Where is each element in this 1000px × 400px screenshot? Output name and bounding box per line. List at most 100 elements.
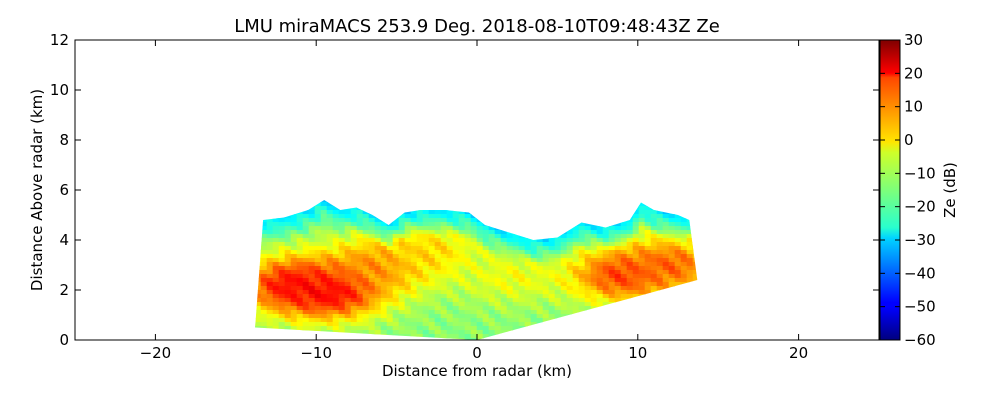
echo-cell xyxy=(458,246,466,251)
echo-cell xyxy=(452,314,460,319)
echo-cell xyxy=(428,310,436,315)
echo-cell xyxy=(602,226,610,231)
echo-cell xyxy=(362,246,370,251)
echo-cell xyxy=(476,298,484,303)
echo-cell xyxy=(542,306,550,311)
echo-cell xyxy=(584,238,592,243)
echo-cell xyxy=(620,282,628,287)
echo-cell xyxy=(518,242,526,247)
echo-cell xyxy=(656,250,664,255)
echo-cell xyxy=(470,306,478,311)
echo-cell xyxy=(302,242,310,247)
echo-cell xyxy=(290,290,298,295)
echo-cell xyxy=(416,222,424,227)
echo-cell xyxy=(296,310,304,315)
echo-cell xyxy=(410,314,418,319)
echo-cell xyxy=(506,294,514,299)
echo-cell xyxy=(488,294,496,299)
echo-cell xyxy=(422,298,430,303)
echo-cell xyxy=(464,298,472,303)
echo-cell xyxy=(464,238,472,243)
echo-cell xyxy=(512,250,520,255)
echo-cell xyxy=(458,242,466,247)
echo-cell xyxy=(530,306,538,311)
echo-cell xyxy=(500,294,508,299)
echo-cell xyxy=(290,238,298,243)
echo-cell xyxy=(266,302,274,307)
echo-cell xyxy=(332,286,340,291)
echo-cell xyxy=(578,282,586,287)
echo-cell xyxy=(614,230,622,235)
echo-cell xyxy=(302,302,310,307)
echo-cell xyxy=(344,302,352,307)
echo-cell xyxy=(380,266,388,271)
echo-cell xyxy=(464,214,472,219)
echo-cell xyxy=(398,222,406,227)
echo-cell xyxy=(512,322,520,327)
echo-cell xyxy=(536,282,544,287)
echo-cell xyxy=(392,262,400,267)
echo-cell xyxy=(302,286,310,291)
echo-cell xyxy=(398,282,406,287)
echo-cell xyxy=(272,302,280,307)
echo-cell xyxy=(434,318,442,323)
echo-cell xyxy=(626,286,634,291)
echo-cell xyxy=(584,266,592,271)
echo-cell xyxy=(374,298,382,303)
echo-cell xyxy=(404,318,412,323)
echo-cell xyxy=(458,210,466,215)
echo-cell xyxy=(518,274,526,279)
echo-cell xyxy=(296,306,304,311)
echo-cell xyxy=(428,282,436,287)
echo-cell xyxy=(440,294,448,299)
echo-cell xyxy=(632,226,640,231)
echo-cell xyxy=(446,238,454,243)
echo-cell xyxy=(308,210,316,215)
echo-cell xyxy=(380,262,388,267)
echo-cell xyxy=(452,274,460,279)
echo-cell xyxy=(338,326,346,331)
echo-cell xyxy=(452,218,460,223)
echo-cell xyxy=(374,238,382,243)
echo-cell xyxy=(536,262,544,267)
echo-cell xyxy=(308,222,316,227)
echo-cell xyxy=(392,242,400,247)
echo-cell xyxy=(302,294,310,299)
echo-cell xyxy=(308,250,316,255)
echo-cell xyxy=(554,298,562,303)
echo-cell xyxy=(434,290,442,295)
echo-cell xyxy=(386,230,394,235)
echo-cell xyxy=(560,258,568,263)
echo-cell xyxy=(680,246,688,251)
echo-cell xyxy=(614,286,622,291)
echo-cell xyxy=(380,282,388,287)
echo-cell xyxy=(392,302,400,307)
echo-cell xyxy=(272,242,280,247)
echo-cell xyxy=(638,242,646,247)
echo-cell xyxy=(482,258,490,263)
echo-cell xyxy=(644,262,652,267)
echo-cell xyxy=(554,314,562,319)
echo-cell xyxy=(482,322,490,327)
echo-cell xyxy=(452,290,460,295)
echo-cell xyxy=(260,242,268,247)
echo-cell xyxy=(302,266,310,271)
echo-cell xyxy=(680,230,688,235)
echo-cell xyxy=(644,210,652,215)
echo-cell xyxy=(260,294,268,299)
echo-cell xyxy=(386,326,394,331)
echo-cell xyxy=(692,274,698,279)
echo-cell xyxy=(632,278,640,283)
echo-cell xyxy=(542,294,550,299)
echo-cell xyxy=(320,262,328,267)
echo-cell xyxy=(518,298,526,303)
y-axis-label: Distance Above radar (km) xyxy=(28,89,46,291)
echo-cell xyxy=(668,238,676,243)
echo-cell xyxy=(296,318,304,323)
echo-cell xyxy=(584,290,592,295)
echo-cell xyxy=(308,238,316,243)
echo-cell xyxy=(428,242,436,247)
echo-cell xyxy=(422,262,430,267)
echo-cell xyxy=(602,242,610,247)
echo-cell xyxy=(668,242,676,247)
